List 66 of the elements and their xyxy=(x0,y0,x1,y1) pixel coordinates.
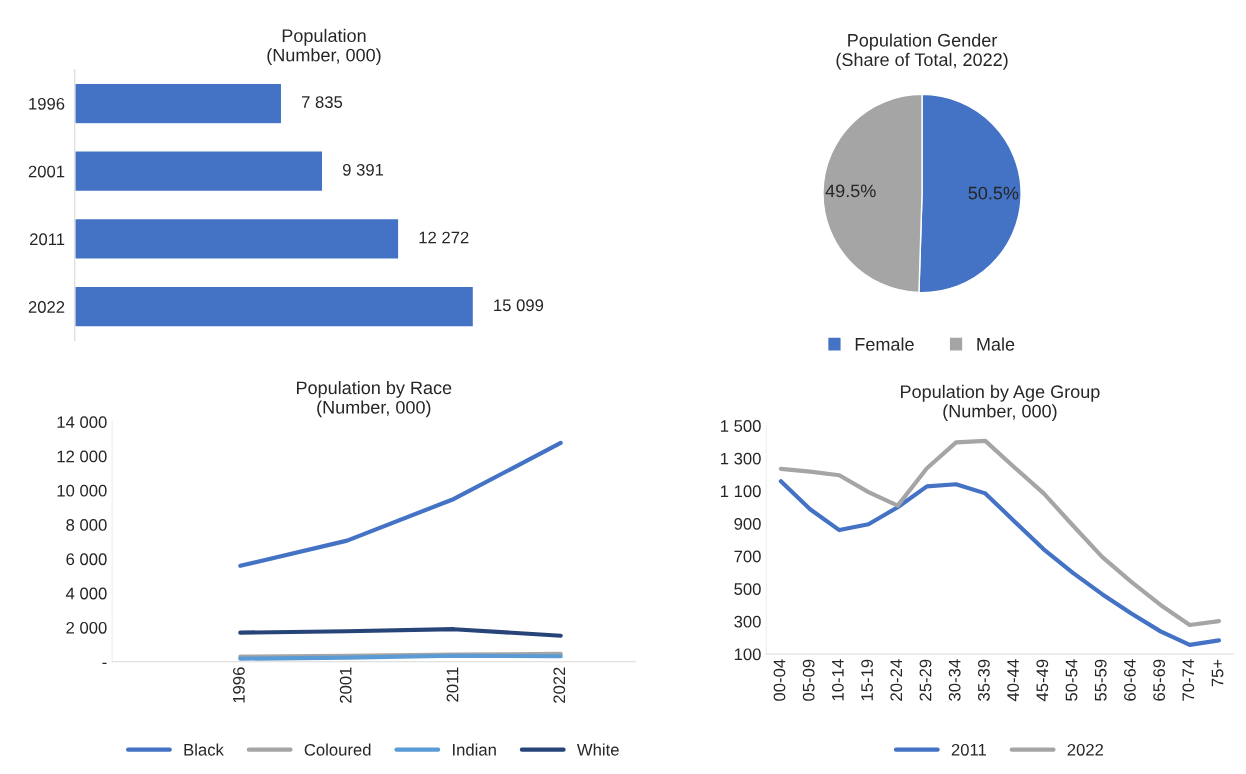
y-tick-label: - xyxy=(102,662,107,665)
legend-label: Indian xyxy=(453,743,496,756)
x-tick-label: 45-49 xyxy=(1036,659,1049,702)
y-tick-label: 1996 xyxy=(29,97,65,110)
x-tick-label: 70-74 xyxy=(1182,659,1195,701)
y-tick-label: 14 000 xyxy=(57,416,107,429)
y-tick-label: 8 000 xyxy=(66,519,107,531)
chart-title: Population (Number, 000) xyxy=(267,28,381,66)
x-tick-label: 00-04 xyxy=(773,659,786,701)
line-series xyxy=(778,479,1222,647)
chart-title: Population Gender (Share of Total, 2022) xyxy=(836,33,1008,70)
y-tick-label: 12 000 xyxy=(57,450,107,463)
data-label: 12 272 xyxy=(419,231,469,244)
x-tick-label: 40-44 xyxy=(1007,659,1019,702)
y-tick-label: 900 xyxy=(734,517,761,530)
y-tick-label: 2022 xyxy=(28,301,65,313)
x-tick-label: 25-29 xyxy=(919,659,932,701)
y-tick-label: 2011 xyxy=(30,233,65,246)
x-tick-label: 2011 xyxy=(446,667,459,702)
legend-label: Male xyxy=(977,337,1015,351)
legend-label: Black xyxy=(184,743,224,756)
chart-title: Population by Race (Number, 000) xyxy=(296,380,452,418)
legend-label: White xyxy=(576,743,619,756)
x-tick-label: 55-59 xyxy=(1094,659,1107,701)
y-tick-label: 2 000 xyxy=(66,621,107,634)
y-tick-label: 1 300 xyxy=(721,452,761,465)
line-series xyxy=(238,627,563,638)
bar xyxy=(74,82,283,125)
y-tick-label: 6 000 xyxy=(66,553,107,566)
x-tick-label: 75+ xyxy=(1211,659,1224,687)
data-label: 49.5% xyxy=(825,184,876,198)
bar xyxy=(74,150,324,193)
y-tick-label: 4 000 xyxy=(65,587,107,600)
data-label: 15 099 xyxy=(494,299,544,312)
chart-title: Population by Age Group (Number, 000) xyxy=(901,384,1100,422)
y-tick-label: 1 500 xyxy=(721,420,761,432)
bar xyxy=(74,217,400,260)
y-tick-label: 100 xyxy=(734,648,761,661)
x-tick-label: 05-09 xyxy=(802,659,815,701)
y-tick-label: 1 100 xyxy=(721,485,761,498)
y-tick-label: 300 xyxy=(734,615,761,628)
data-label: 50.5% xyxy=(968,186,1019,200)
data-label: 7 835 xyxy=(301,96,343,108)
y-tick-label: 700 xyxy=(734,550,761,563)
data-label: 9 391 xyxy=(342,163,384,176)
x-tick-label: 35-39 xyxy=(977,659,990,701)
legend-label: 2022 xyxy=(1067,743,1104,756)
line-series xyxy=(238,440,563,568)
legend-label: Female xyxy=(855,337,914,351)
x-tick-label: 65-69 xyxy=(1153,659,1166,701)
x-tick-label: 30-34 xyxy=(948,659,961,701)
x-tick-label: 60-64 xyxy=(1124,659,1136,701)
x-tick-label: 2001 xyxy=(339,667,352,703)
x-tick-label: 50-54 xyxy=(1065,659,1078,701)
y-tick-label: 10 000 xyxy=(57,484,107,497)
y-tick-label: 500 xyxy=(734,583,761,595)
legend-label: Coloured xyxy=(304,743,371,756)
x-tick-label: 15-19 xyxy=(861,659,873,701)
x-tick-label: 20-24 xyxy=(890,659,903,701)
x-tick-label: 1996 xyxy=(232,667,245,703)
legend-label: 2011 xyxy=(951,743,986,756)
line-series xyxy=(778,438,1222,628)
x-tick-label: 2022 xyxy=(553,667,566,703)
x-tick-label: 10-14 xyxy=(831,659,844,701)
y-tick-label: 2001 xyxy=(28,165,65,178)
bar xyxy=(74,285,475,328)
